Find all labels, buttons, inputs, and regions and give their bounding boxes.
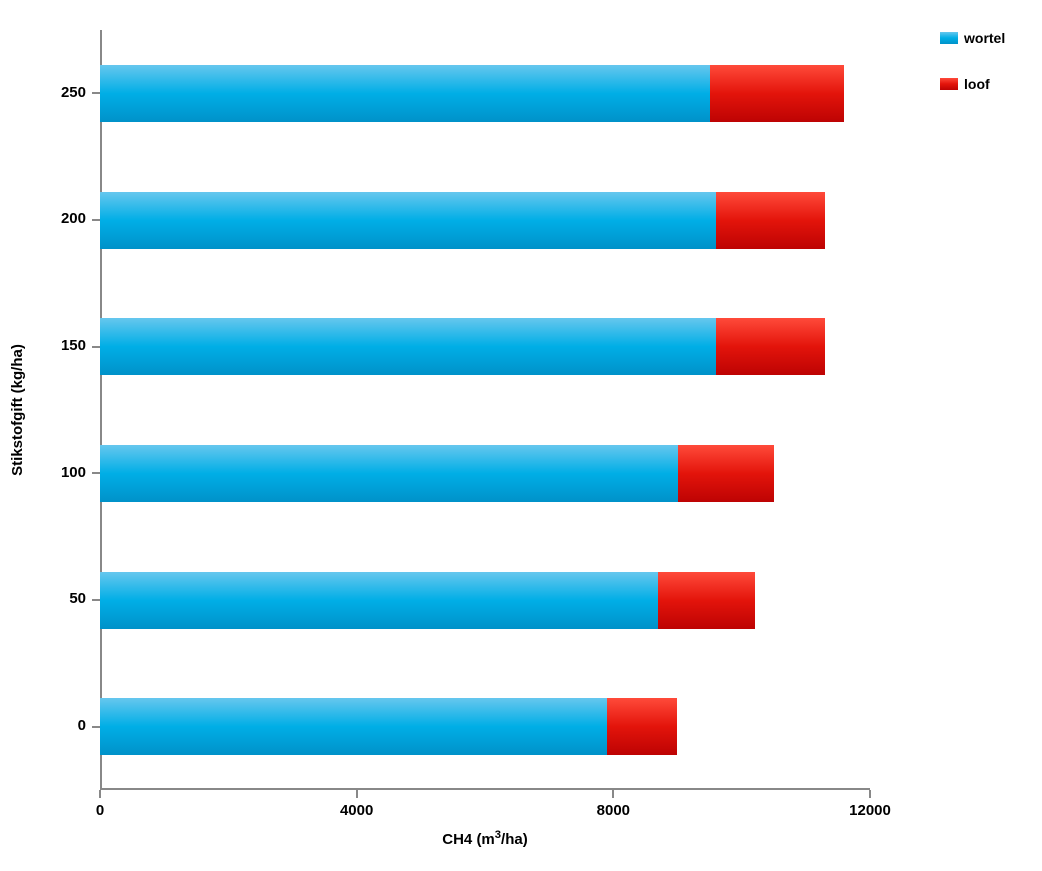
y-axis-title: Stikstofgift (kg/ha) (9, 344, 26, 476)
bar-segment-loof (716, 318, 825, 375)
bar-segment-loof (607, 698, 678, 755)
y-tick-mark (92, 599, 100, 601)
legend-label: wortel (964, 30, 1005, 46)
bar-row (100, 192, 825, 249)
bar-row (100, 572, 755, 629)
y-tick-mark (92, 346, 100, 348)
chart-container: Stikstofgift (kg/ha) CH4 (m3/ha) wortel l… (0, 0, 1042, 871)
bar-segment-loof (710, 65, 845, 122)
x-tick-label: 0 (60, 802, 140, 819)
legend-label: loof (964, 76, 990, 92)
y-tick-mark (92, 472, 100, 474)
legend-item: wortel (940, 30, 1005, 46)
legend-swatch (940, 32, 958, 44)
bar-row (100, 698, 678, 755)
legend: wortel loof (940, 30, 1005, 122)
y-tick-label: 50 (69, 590, 86, 607)
x-tick-label: 4000 (317, 802, 397, 819)
x-axis-title: CH4 (m3/ha) (100, 829, 870, 848)
bar-row (100, 445, 774, 502)
x-tick-mark (99, 790, 101, 798)
x-tick-mark (612, 790, 614, 798)
plot-area (100, 30, 870, 790)
bar-segment-wortel (100, 445, 678, 502)
y-tick-label: 150 (61, 337, 86, 354)
y-tick-mark (92, 92, 100, 94)
y-tick-label: 200 (61, 210, 86, 227)
y-tick-label: 100 (61, 464, 86, 481)
bar-segment-loof (678, 445, 774, 502)
bar-segment-wortel (100, 572, 658, 629)
bar-row (100, 318, 825, 375)
bar-segment-loof (716, 192, 825, 249)
bar-segment-loof (658, 572, 754, 629)
bar-row (100, 65, 844, 122)
x-tick-mark (869, 790, 871, 798)
x-tick-label: 12000 (830, 802, 910, 819)
bar-segment-wortel (100, 65, 710, 122)
bar-segment-wortel (100, 192, 716, 249)
y-tick-mark (92, 219, 100, 221)
y-tick-label: 0 (78, 717, 86, 734)
y-tick-label: 250 (61, 84, 86, 101)
legend-item: loof (940, 76, 1005, 92)
x-tick-label: 8000 (573, 802, 653, 819)
bar-segment-wortel (100, 698, 607, 755)
legend-swatch (940, 78, 958, 90)
y-tick-mark (92, 726, 100, 728)
bar-segment-wortel (100, 318, 716, 375)
x-tick-mark (356, 790, 358, 798)
